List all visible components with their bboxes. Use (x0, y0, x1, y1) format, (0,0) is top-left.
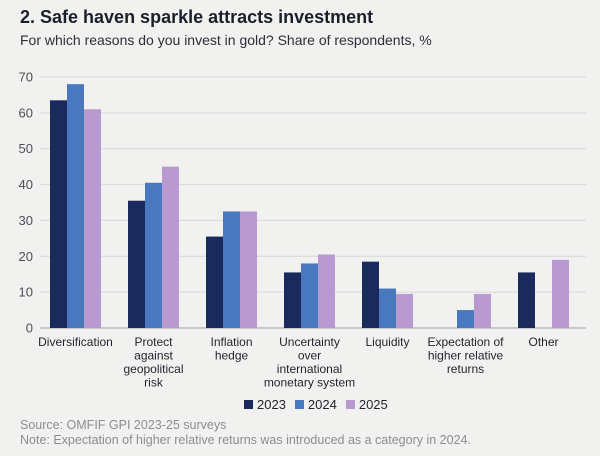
bar-2024 (145, 182, 162, 328)
category-label: Expectation of higher relative returns (427, 335, 504, 376)
bar-2025 (240, 211, 257, 328)
legend: 2023 2024 2025 (244, 397, 388, 412)
category-label-line: monetary system (264, 376, 355, 390)
note-text: Note: Expectation of higher relative ret… (20, 433, 471, 447)
category-label-line: Inflation (210, 335, 252, 349)
bar-2025 (162, 166, 179, 328)
legend-item-2023: 2023 (244, 397, 286, 412)
category-label: Liquidity (365, 335, 409, 349)
bar-2024 (457, 310, 474, 328)
legend-swatch (294, 400, 304, 409)
source-text: Source: OMFIF GPI 2023-25 surveys (20, 418, 227, 432)
category-label: Diversification (38, 335, 113, 349)
category-label-line: international (277, 362, 342, 376)
chart-title: 2. Safe haven sparkle attracts investmen… (20, 7, 374, 27)
bar-2023 (206, 236, 223, 328)
bar-2024 (379, 288, 396, 328)
legend-label: 2023 (257, 397, 286, 412)
bar-2025 (396, 293, 413, 328)
category-label: Inflation hedge (210, 335, 252, 363)
chart-source: Source: OMFIF GPI 2023-25 surveys Note: … (20, 418, 471, 448)
legend-label: 2024 (307, 397, 337, 412)
y-tick-label: 30 (19, 213, 33, 228)
y-tick-label: 10 (19, 285, 33, 300)
bar-2023 (50, 100, 67, 328)
category-label-line: Other (528, 335, 558, 349)
category-label-line: hedge (215, 349, 249, 363)
chart-subtitle: For which reasons do you invest in gold?… (20, 32, 432, 48)
legend-label: 2025 (358, 397, 388, 412)
bar-2023 (362, 261, 379, 328)
y-tick-label: 70 (19, 70, 33, 85)
bar-2023 (518, 272, 535, 328)
category-label-line: returns (447, 362, 484, 376)
bar-2024 (301, 263, 318, 328)
y-tick-label: 20 (19, 249, 33, 264)
category-label: Protect against geopolitical risk (123, 335, 183, 390)
category-label-line: against (134, 349, 173, 363)
bar-2023 (128, 200, 145, 328)
bars (50, 84, 569, 329)
category-label-line: Uncertainty (279, 335, 340, 349)
bar-2024 (67, 84, 84, 329)
legend-swatch (345, 400, 355, 409)
legend-item-2024: 2024 (294, 397, 337, 412)
y-tick-label: 60 (19, 105, 33, 120)
y-axis-ticks: 0 10 20 30 40 50 60 70 (19, 70, 33, 336)
category-label-line: over (298, 349, 321, 363)
bar-2025 (474, 293, 491, 328)
legend-swatch (244, 400, 253, 409)
category-label-line: Diversification (38, 335, 113, 349)
bar-2023 (284, 272, 301, 328)
category-label: Other (528, 335, 558, 349)
category-label: Uncertainty over international monetary sys… (264, 335, 355, 390)
category-label-line: Protect (134, 335, 173, 349)
category-label-line: risk (144, 376, 164, 390)
bar-2025 (84, 109, 101, 329)
category-label-line: geopolitical (123, 362, 183, 376)
y-tick-label: 0 (26, 321, 33, 336)
bar-2025 (552, 259, 569, 328)
category-label-line: Liquidity (365, 335, 409, 349)
bar-2024 (223, 211, 240, 328)
category-label-line: higher relative (428, 349, 504, 363)
legend-item-2025: 2025 (345, 397, 388, 412)
y-tick-label: 40 (19, 177, 33, 192)
category-label-line: Expectation of (427, 335, 504, 349)
x-axis-categories: Diversification Protect against geopolitica… (38, 335, 558, 390)
y-tick-label: 50 (19, 141, 33, 156)
bar-2025 (318, 254, 335, 328)
